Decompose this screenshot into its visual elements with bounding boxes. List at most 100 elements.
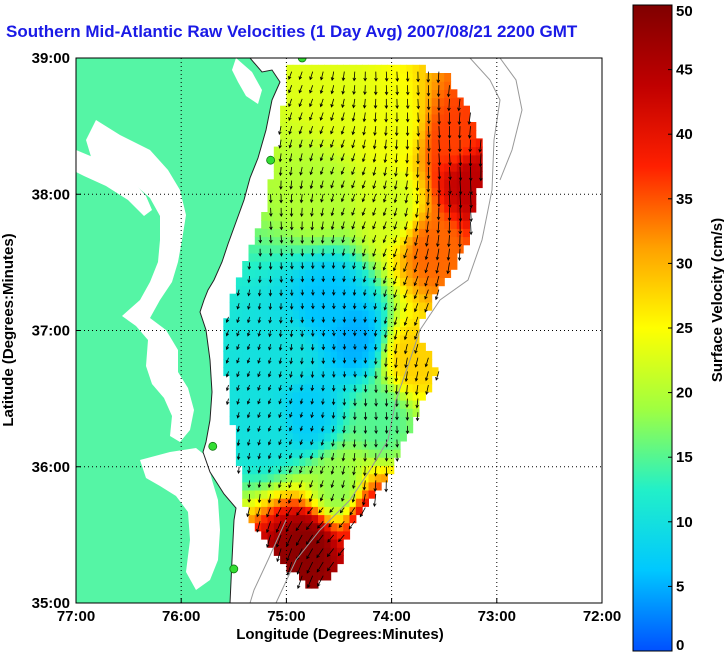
velocity-arrow [448,153,452,167]
velocity-cell [393,105,401,115]
velocity-cell [267,465,275,475]
velocity-cell [273,171,281,180]
velocity-cell [242,400,250,409]
velocity-cell [387,367,395,377]
velocity-arrow [310,248,315,257]
velocity-cell [419,261,426,270]
velocity-cell [362,473,369,483]
velocity-cell [305,506,313,516]
velocity-cell [318,285,325,295]
velocity-arrow [352,303,357,310]
velocity-cell [362,416,369,426]
velocity-cell [273,252,281,262]
velocity-cell [229,400,237,409]
velocity-cell [261,416,269,426]
velocity-cell [267,359,275,368]
velocity-cell [280,530,287,540]
velocity-cell [248,465,256,475]
velocity-arrow [383,289,387,298]
velocity-cell [368,179,376,189]
velocity-cell [324,285,332,295]
velocity-cell [286,122,294,131]
velocity-cell [254,277,262,287]
velocity-cell [311,244,319,254]
velocity-cell [299,555,306,565]
velocity-cell [362,269,369,278]
velocity-cell [393,261,401,270]
velocity-cell [299,481,306,491]
velocity-cell [368,130,376,139]
velocity-cell [381,220,388,229]
velocity-arrow [352,480,356,490]
velocity-cell [311,179,319,189]
velocity-arrow [332,330,336,337]
velocity-cell [425,383,433,393]
velocity-cell [280,449,287,458]
velocity-cell [229,367,237,377]
velocity-cell [343,73,351,82]
velocity-cell [381,179,388,189]
velocity-cell [280,408,287,417]
velocity-cell [387,457,395,466]
velocity-cell [425,228,433,238]
velocity-cell [286,334,294,344]
velocity-arrow [413,275,419,287]
velocity-cell [412,391,420,401]
velocity-cell [387,416,395,426]
velocity-cell [336,236,344,246]
velocity-arrow [373,98,378,109]
velocity-cell [368,301,376,311]
velocity-cell [444,122,452,131]
velocity-cell [273,367,281,377]
velocity-arrow [374,439,378,448]
velocity-cell [330,220,338,229]
velocity-cell [273,203,281,213]
velocity-cell [343,416,351,426]
velocity-arrow [394,384,399,395]
velocity-cell [311,81,319,90]
velocity-cell [406,285,414,295]
velocity-cell [336,481,344,491]
velocity-cell [267,481,275,491]
velocity-cell [305,481,313,491]
velocity-cell [425,350,433,360]
velocity-cell [324,506,332,516]
velocity-cell [400,154,407,164]
velocity-arrow [331,398,336,406]
velocity-cell [419,73,426,82]
velocity-cell [280,220,287,229]
velocity-cell [419,269,426,278]
velocity-cell [324,498,332,507]
velocity-cell [280,162,287,172]
velocity-arrow [330,153,335,162]
velocity-cell [292,236,300,246]
velocity-cell [336,122,344,131]
velocity-cell [469,154,477,164]
velocity-arrow [246,371,251,378]
velocity-cell [406,310,414,319]
velocity-cell [261,310,269,319]
velocity-arrow [310,330,315,337]
velocity-cell [299,105,306,115]
velocity-cell [242,375,250,385]
velocity-cell [475,154,483,164]
velocity-arrow [288,98,293,108]
velocity-cell [343,432,351,442]
radar-station-marker [297,58,307,63]
velocity-arrow [289,207,294,218]
velocity-cell [469,162,477,172]
velocity-cell [254,375,262,385]
velocity-cell [299,383,306,393]
velocity-arrow [342,262,346,270]
velocity-cell [374,162,382,172]
velocity-cell [450,171,458,180]
velocity-cell [374,122,382,131]
velocity-cell [343,375,351,385]
velocity-cell [318,269,325,278]
velocity-arrow [383,330,388,339]
velocity-cell [355,359,363,368]
velocity-cell [349,244,357,254]
velocity-cell [400,261,407,270]
velocity-cell [387,400,395,409]
